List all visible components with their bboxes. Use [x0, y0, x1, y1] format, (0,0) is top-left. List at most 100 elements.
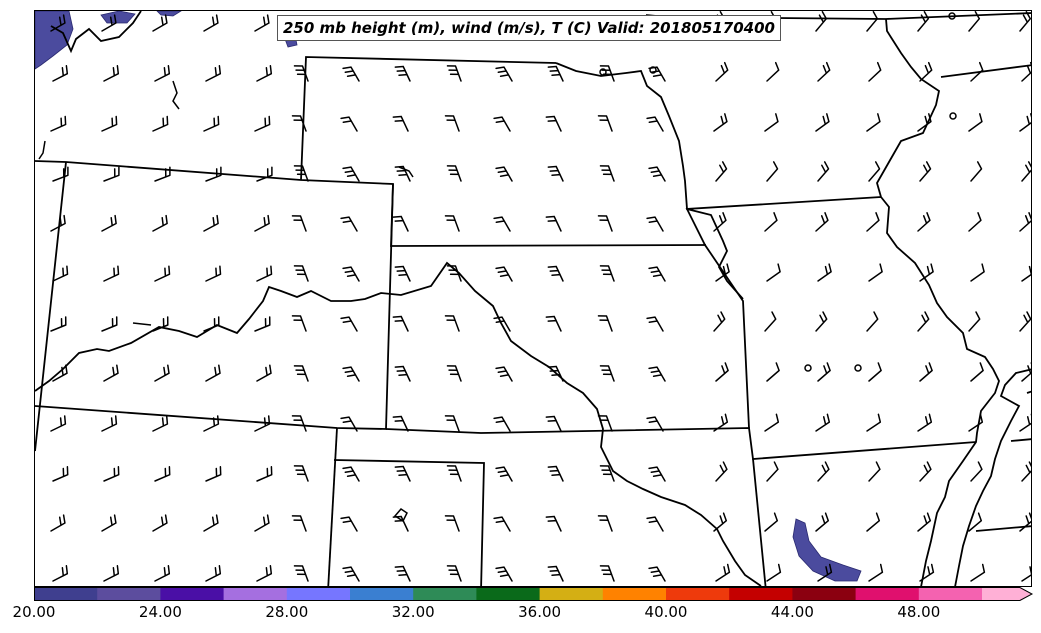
wind-barb [50, 214, 66, 232]
wind-barb [152, 214, 168, 232]
wind-barb [291, 515, 307, 532]
wind-barb [293, 365, 309, 382]
wind-barb [52, 65, 69, 82]
wind-barb [866, 11, 879, 32]
wind-barb [254, 415, 271, 432]
wind-barb [394, 65, 411, 82]
wind-barb [152, 415, 169, 432]
wind-barb [50, 14, 66, 32]
wind-barb [342, 266, 360, 282]
wind-barb [154, 265, 171, 282]
wind-barb [493, 316, 511, 332]
wind-barb [866, 512, 881, 532]
wind-barb [340, 216, 358, 232]
wind-barb [205, 466, 222, 482]
wind-barb [970, 362, 984, 382]
wind-barb [968, 311, 981, 332]
wind-barb [52, 364, 68, 382]
wind-barb [154, 466, 171, 482]
wind-barb [291, 115, 307, 132]
wind-barb [545, 315, 562, 332]
colorbar-segment [223, 587, 288, 601]
wind-barb [1019, 311, 1031, 332]
temperature-shading [35, 11, 862, 582]
wind-barb [392, 415, 409, 432]
wind-barb [1021, 265, 1031, 282]
wind-barb [256, 265, 273, 282]
wind-barb [868, 61, 882, 82]
wind-barb [599, 165, 615, 182]
wind-barb [868, 161, 881, 182]
wind-barb [205, 265, 222, 282]
wind-barb [203, 316, 220, 332]
wind-barb [103, 565, 120, 582]
colorbar-tick-label: 20.00 [12, 603, 56, 621]
wind-barb [646, 516, 664, 532]
wind-barb [291, 315, 307, 332]
colorbar-tick-label: 48.00 [897, 603, 941, 621]
wind-barb [868, 362, 882, 382]
wind-barb [392, 115, 409, 132]
wind-barb [101, 514, 117, 532]
wind-barb [648, 66, 666, 82]
wind-barb [154, 364, 170, 382]
wind-barb [815, 512, 830, 532]
wind-barb [917, 512, 932, 532]
wind-barb [340, 116, 358, 132]
wind-barb [495, 266, 513, 282]
wind-barb [1021, 362, 1031, 382]
wind-barb [970, 461, 983, 482]
wind-barb [392, 315, 409, 332]
wind-barb [493, 516, 511, 532]
wind-barb [103, 265, 120, 282]
wind-barb [256, 364, 272, 382]
wind-barb [1019, 512, 1031, 532]
wind-barb [52, 565, 69, 582]
colorbar-segment [350, 587, 414, 601]
wind-barb [597, 415, 613, 432]
wind-barb [766, 362, 780, 382]
wind-barb [597, 215, 613, 232]
wind-barb [715, 263, 730, 282]
colorbar-tick-label: 40.00 [644, 603, 688, 621]
wind-barb [868, 563, 884, 582]
wind-barb [646, 416, 664, 432]
wind-barb [203, 14, 219, 32]
wind-barb [254, 316, 271, 332]
wind-barb [293, 265, 309, 282]
wind-barb [547, 365, 564, 382]
wind-barb [545, 215, 562, 232]
wind-barb [1019, 113, 1031, 132]
wind-barb [1021, 61, 1031, 82]
colorbar-segment [97, 587, 161, 601]
wind-barb [495, 166, 513, 182]
colorbar-tick-label: 24.00 [138, 603, 182, 621]
wind-barb [394, 265, 411, 282]
wind-barb [648, 166, 666, 182]
wind-barb [599, 565, 615, 582]
wind-barb [52, 166, 69, 182]
wind-barb [1019, 413, 1031, 432]
wind-barb [919, 61, 933, 82]
wind-barb [919, 461, 932, 482]
wind-barb [446, 265, 462, 282]
wind-barb [545, 515, 562, 532]
wind-barb [547, 565, 564, 582]
colorbar-segment [413, 587, 477, 601]
wind-barb [342, 466, 360, 482]
wind-barb [815, 113, 830, 132]
wind-barb [394, 465, 411, 482]
wind-barb [715, 61, 729, 82]
wind-barb [917, 212, 931, 232]
wind-barb [597, 315, 613, 332]
wind-barb [444, 115, 460, 132]
wind-barb [817, 461, 830, 482]
wind-barb [291, 415, 307, 432]
colorbar-segment [792, 587, 857, 601]
wind-barb [968, 212, 982, 232]
wind-barb [866, 212, 880, 232]
wind-barb [444, 215, 460, 232]
wind-barb [646, 316, 664, 332]
wind-barb [866, 413, 882, 432]
colorbar-segment [286, 587, 351, 601]
